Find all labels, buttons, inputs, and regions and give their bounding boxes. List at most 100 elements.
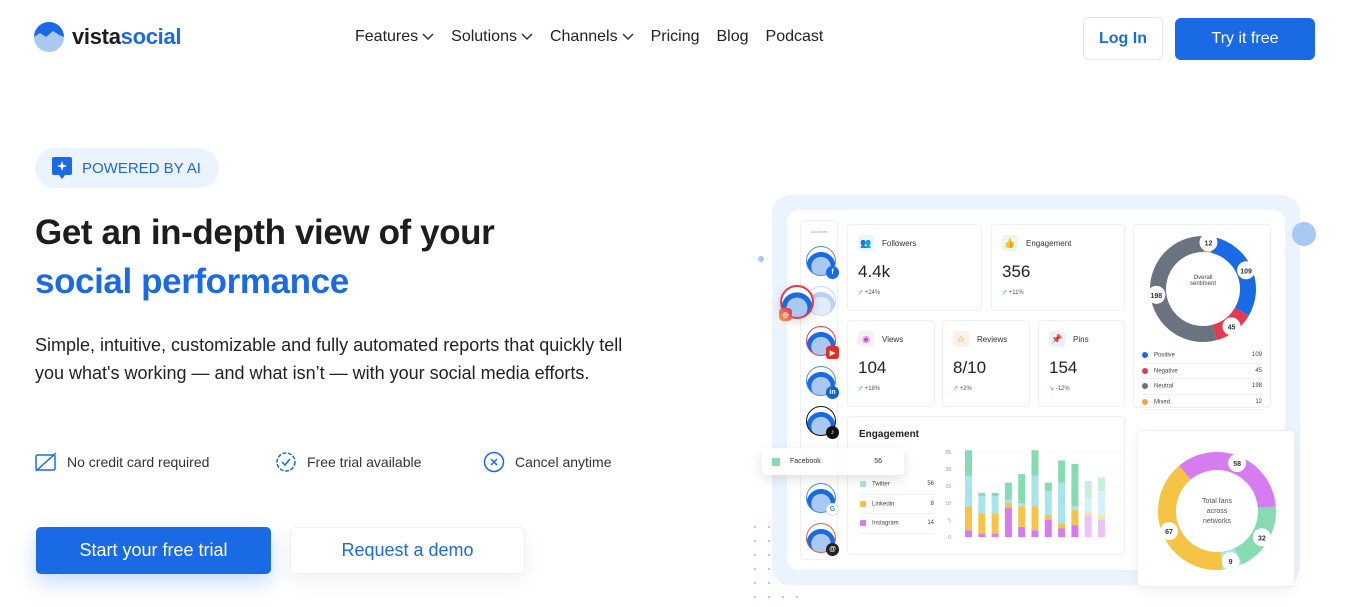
legend-dot — [1142, 352, 1148, 358]
legend-label: Neutral — [1154, 383, 1174, 390]
card-label: Reviews — [977, 334, 1008, 344]
tiktok-icon: ♪ — [826, 426, 839, 439]
sentiment-legend: Positive 109 Negative 45 Neutral 198 Mixed 12 — [1142, 348, 1262, 411]
accounts-label: ACCOUNTS — [810, 230, 828, 234]
y-tick-label: 10 — [945, 501, 951, 507]
y-tick-label: 15 — [945, 484, 951, 490]
account-linkedin: in — [806, 366, 839, 399]
request-demo-button[interactable]: Request a demo — [290, 527, 525, 574]
nav-label: Solutions — [451, 28, 517, 45]
nav-pricing[interactable]: Pricing — [650, 28, 700, 45]
tooltip-value: 56 — [874, 458, 882, 465]
account-instagram-selected: ◎ — [779, 285, 814, 321]
bar-5 — [1018, 474, 1026, 537]
nav-podcast[interactable]: Podcast — [765, 28, 824, 45]
bar-segment — [1044, 482, 1052, 492]
bar-segment — [1058, 460, 1066, 483]
bar-segment — [1004, 499, 1012, 503]
bar-segment — [1098, 477, 1105, 492]
bar-segment — [1071, 509, 1079, 526]
feature-label: Cancel anytime — [515, 454, 612, 470]
card-label: Pins — [1073, 334, 1089, 344]
bar-segment — [1004, 503, 1012, 509]
bar-segment — [991, 492, 999, 497]
bar-segment — [1058, 528, 1066, 537]
bar-segment — [1098, 520, 1105, 537]
eye-icon: ◉ — [858, 331, 874, 347]
threads-icon: @ — [826, 543, 839, 556]
bar-segment — [1084, 497, 1092, 512]
donut-label-bg — [1252, 528, 1271, 547]
try-free-button[interactable]: Try it free — [1175, 18, 1315, 60]
chevron-down-icon — [622, 33, 634, 41]
bar-segment — [1004, 508, 1012, 537]
card-label: Engagement — [1026, 238, 1072, 248]
bar-segment — [965, 475, 972, 507]
bar-segment — [1084, 480, 1092, 498]
feature-label: Free trial available — [307, 454, 422, 470]
card-value: 154 — [1049, 358, 1078, 377]
instagram-icon: ◎ — [779, 308, 792, 321]
nav-blog[interactable]: Blog — [716, 28, 749, 45]
feature-free-trial: Free trial available — [275, 451, 421, 473]
google-icon: G — [826, 503, 839, 516]
nav-label: Channels — [549, 28, 618, 45]
account-tiktok: ♪ — [806, 406, 839, 439]
bar-3 — [991, 492, 999, 537]
donut-center-label: Overall sentiment — [1189, 275, 1216, 287]
bar-6 — [1031, 450, 1039, 537]
card-delta: +2% — [959, 386, 972, 392]
arrow-up-icon: ↗ — [1002, 290, 1008, 296]
main-nav: Features Solutions Channels Pricing Blog… — [355, 28, 823, 46]
arrow-up-icon: ↗ — [858, 290, 864, 296]
card-value: 356 — [1002, 262, 1031, 281]
chevron-down-icon — [422, 33, 434, 41]
brand-logo[interactable]: vistasocial — [34, 22, 182, 52]
nav-channels[interactable]: Channels — [550, 28, 634, 46]
legend-value: 8 — [930, 500, 934, 507]
engagement-bar-chart: 0 5 10 15 20 25 — [945, 450, 1121, 541]
donut-label-bg — [1147, 285, 1166, 304]
nav-solutions[interactable]: Solutions — [451, 28, 533, 46]
legend-item-linkedin: Linkedin 8 — [860, 495, 934, 515]
start-free-trial-button[interactable]: Start your free trial — [36, 527, 271, 574]
bar-segment — [1031, 530, 1039, 537]
donut-label-bg — [1228, 454, 1247, 473]
legend-item-neutral: Neutral 198 — [1142, 379, 1262, 395]
legend-label: Positive — [1154, 352, 1176, 359]
legend-value: 12 — [1255, 398, 1262, 405]
engagement-card: 👍 Engagement 356 ↗ +11% — [991, 224, 1125, 311]
reviews-card: ☆ Reviews 8/10 ↗ +2% — [942, 320, 1030, 407]
badge-check-icon — [276, 452, 296, 472]
card-label: Followers — [882, 238, 917, 248]
facebook-icon: f — [826, 266, 839, 279]
fans-donut: 58 32 9 67 — [1158, 452, 1276, 571]
card-delta: +18% — [864, 386, 881, 392]
bar-segment — [1058, 482, 1066, 524]
account-facebook: f — [806, 246, 839, 279]
account-threads: @ — [806, 523, 839, 556]
review-star-icon: ☆ — [953, 331, 969, 347]
accounts-column: ACCOUNTS f ▶ in ♪ G @ — [800, 220, 839, 560]
bar-segment — [978, 513, 986, 534]
donut-label-bg — [1237, 261, 1256, 280]
bar-segment — [1031, 450, 1039, 476]
bar-1 — [965, 450, 972, 537]
bar-segment — [1071, 463, 1079, 507]
pins-card: 📌 Pins 154 ↘ -12% — [1038, 320, 1125, 407]
nav-features[interactable]: Features — [355, 28, 434, 46]
donut-center-label: Total fans across networks — [1202, 498, 1232, 525]
login-button[interactable]: Log In — [1083, 17, 1163, 60]
bar-segment — [978, 496, 986, 514]
cancel-circle-icon — [483, 451, 505, 473]
feature-no-credit-card: No credit card required — [35, 451, 209, 473]
bar-segment — [1018, 526, 1026, 537]
donut-value-label: 9 — [1229, 559, 1233, 566]
account-youtube: ▶ — [806, 326, 839, 359]
donut-value-label: 198 — [1151, 293, 1163, 300]
logo-icon — [34, 22, 64, 52]
donut-value-label: 45 — [1228, 324, 1236, 331]
account-google: G — [806, 483, 839, 516]
bar-segment — [1084, 514, 1092, 537]
card-value: 8/10 — [953, 358, 987, 377]
